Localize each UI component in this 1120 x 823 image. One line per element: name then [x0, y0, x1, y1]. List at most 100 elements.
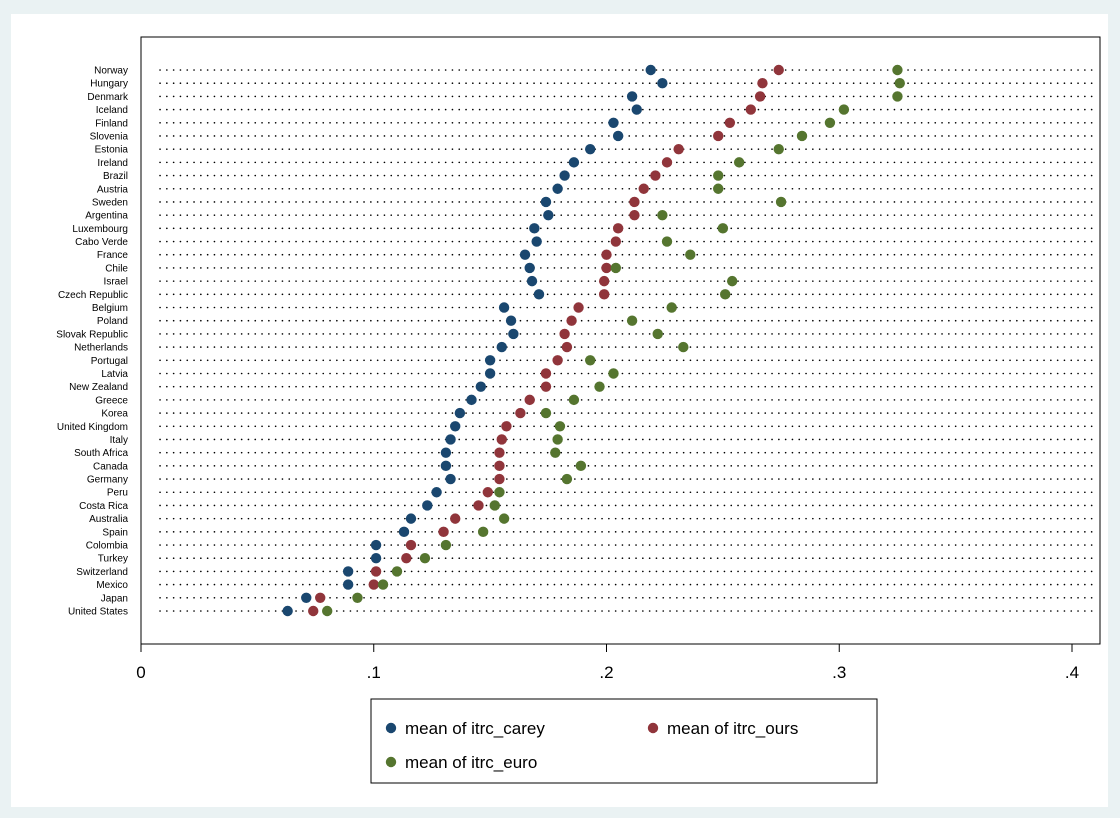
data-point	[494, 460, 505, 472]
x-tick-label: .3	[832, 663, 846, 682]
category-label: Norway	[94, 66, 128, 77]
data-point	[440, 539, 452, 551]
data-point	[342, 566, 354, 577]
data-point	[482, 487, 493, 498]
data-point	[450, 513, 461, 524]
chart-background	[11, 14, 1108, 807]
data-point	[661, 236, 673, 247]
data-point	[717, 223, 729, 234]
category-label: Chile	[105, 263, 128, 274]
category-label: Latvia	[101, 369, 128, 380]
category-label: Poland	[97, 316, 128, 327]
legend-label: mean of itrc_ours	[667, 719, 798, 738]
data-point	[892, 64, 903, 76]
data-point	[477, 526, 489, 538]
category-label: Brazil	[103, 171, 128, 182]
data-point	[505, 315, 517, 326]
data-point	[526, 275, 538, 287]
data-point	[724, 117, 736, 128]
data-point	[301, 592, 312, 604]
x-tick-label: .1	[367, 663, 381, 682]
data-point	[612, 223, 624, 234]
data-point	[610, 236, 622, 247]
data-point	[431, 487, 442, 498]
data-point	[515, 407, 526, 419]
data-point	[713, 170, 724, 181]
category-label: Korea	[101, 409, 128, 420]
data-point	[650, 170, 661, 181]
data-point	[610, 262, 622, 274]
data-point	[494, 447, 505, 458]
data-point	[498, 302, 510, 313]
category-label: France	[97, 250, 129, 261]
data-point	[552, 434, 563, 445]
data-point	[352, 592, 363, 604]
data-point	[440, 447, 452, 458]
data-point	[450, 421, 461, 432]
data-point	[496, 341, 507, 353]
data-point	[342, 579, 354, 590]
legend-marker	[385, 722, 397, 734]
category-label: Canada	[93, 461, 128, 472]
data-point	[720, 289, 731, 300]
data-point	[494, 487, 505, 498]
category-label: Greece	[95, 395, 128, 406]
data-point	[678, 341, 689, 353]
data-point	[496, 434, 507, 445]
data-point	[540, 196, 552, 208]
data-point	[838, 104, 850, 115]
category-label: Finland	[95, 118, 128, 129]
category-label: United States	[68, 607, 128, 618]
category-label: Denmark	[87, 92, 129, 103]
category-label: Spain	[102, 527, 128, 538]
data-point	[422, 500, 433, 511]
category-label: Hungary	[90, 79, 128, 90]
data-point	[733, 157, 745, 168]
x-tick-label: 0	[136, 663, 145, 682]
data-point	[568, 157, 580, 168]
data-point	[585, 143, 596, 155]
category-label: Netherlands	[74, 343, 128, 354]
data-point	[445, 473, 456, 485]
data-point	[601, 262, 612, 274]
category-label: Slovenia	[90, 131, 129, 142]
data-point	[568, 394, 580, 406]
category-label: United Kingdom	[57, 422, 128, 433]
data-point	[438, 526, 449, 538]
category-label: South Africa	[74, 448, 128, 459]
data-point	[657, 77, 668, 89]
data-point	[524, 262, 535, 274]
data-point	[629, 196, 640, 208]
category-label: Iceland	[96, 105, 128, 116]
data-point	[713, 183, 724, 194]
category-label: Turkey	[98, 554, 128, 565]
data-point	[612, 130, 624, 142]
category-label: Slovak Republic	[56, 329, 128, 340]
data-point	[322, 605, 333, 617]
data-point	[894, 77, 905, 89]
data-point	[368, 579, 379, 590]
data-point	[419, 553, 431, 564]
data-point	[550, 447, 561, 458]
data-point	[540, 407, 552, 419]
data-point	[501, 421, 512, 432]
data-point	[626, 91, 638, 102]
data-point	[657, 209, 668, 221]
category-label: Sweden	[92, 197, 128, 208]
data-point	[645, 64, 656, 76]
data-point	[529, 223, 540, 234]
data-point	[524, 394, 535, 406]
data-point	[540, 381, 552, 392]
data-point	[475, 381, 487, 392]
category-label: Mexico	[96, 580, 128, 591]
data-point	[685, 249, 696, 260]
data-point	[498, 513, 510, 524]
category-label: Japan	[101, 593, 128, 604]
data-point	[652, 328, 663, 340]
category-label: Switzerland	[76, 567, 128, 578]
category-label: Germany	[87, 475, 128, 486]
data-point	[773, 64, 784, 76]
data-point	[585, 355, 596, 366]
data-point	[559, 170, 570, 181]
